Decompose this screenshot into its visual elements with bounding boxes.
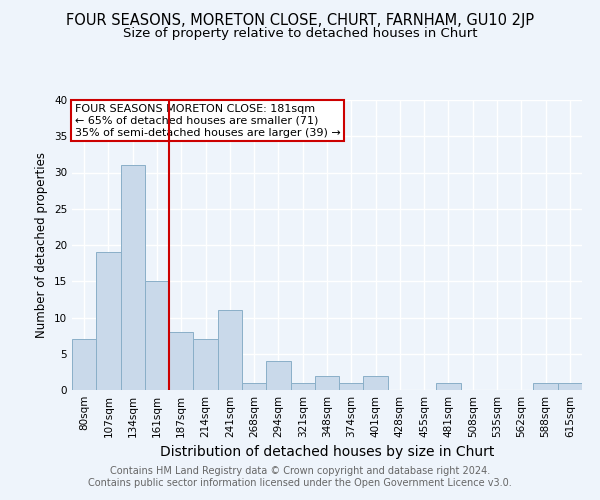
Bar	[266, 361, 290, 390]
Bar	[339, 383, 364, 390]
Bar	[193, 339, 218, 390]
Bar	[145, 281, 169, 390]
Bar	[242, 383, 266, 390]
Bar	[218, 310, 242, 390]
Bar	[558, 383, 582, 390]
Text: FOUR SEASONS MORETON CLOSE: 181sqm
← 65% of detached houses are smaller (71)
35%: FOUR SEASONS MORETON CLOSE: 181sqm ← 65%…	[74, 104, 340, 138]
Bar	[96, 252, 121, 390]
Bar	[290, 383, 315, 390]
Text: Contains HM Land Registry data © Crown copyright and database right 2024.
Contai: Contains HM Land Registry data © Crown c…	[88, 466, 512, 487]
Bar	[533, 383, 558, 390]
Text: Size of property relative to detached houses in Churt: Size of property relative to detached ho…	[123, 28, 477, 40]
Bar	[169, 332, 193, 390]
Y-axis label: Number of detached properties: Number of detached properties	[35, 152, 49, 338]
Bar	[436, 383, 461, 390]
Bar	[121, 165, 145, 390]
Bar	[72, 339, 96, 390]
X-axis label: Distribution of detached houses by size in Churt: Distribution of detached houses by size …	[160, 446, 494, 460]
Bar	[315, 376, 339, 390]
Bar	[364, 376, 388, 390]
Text: FOUR SEASONS, MORETON CLOSE, CHURT, FARNHAM, GU10 2JP: FOUR SEASONS, MORETON CLOSE, CHURT, FARN…	[66, 12, 534, 28]
